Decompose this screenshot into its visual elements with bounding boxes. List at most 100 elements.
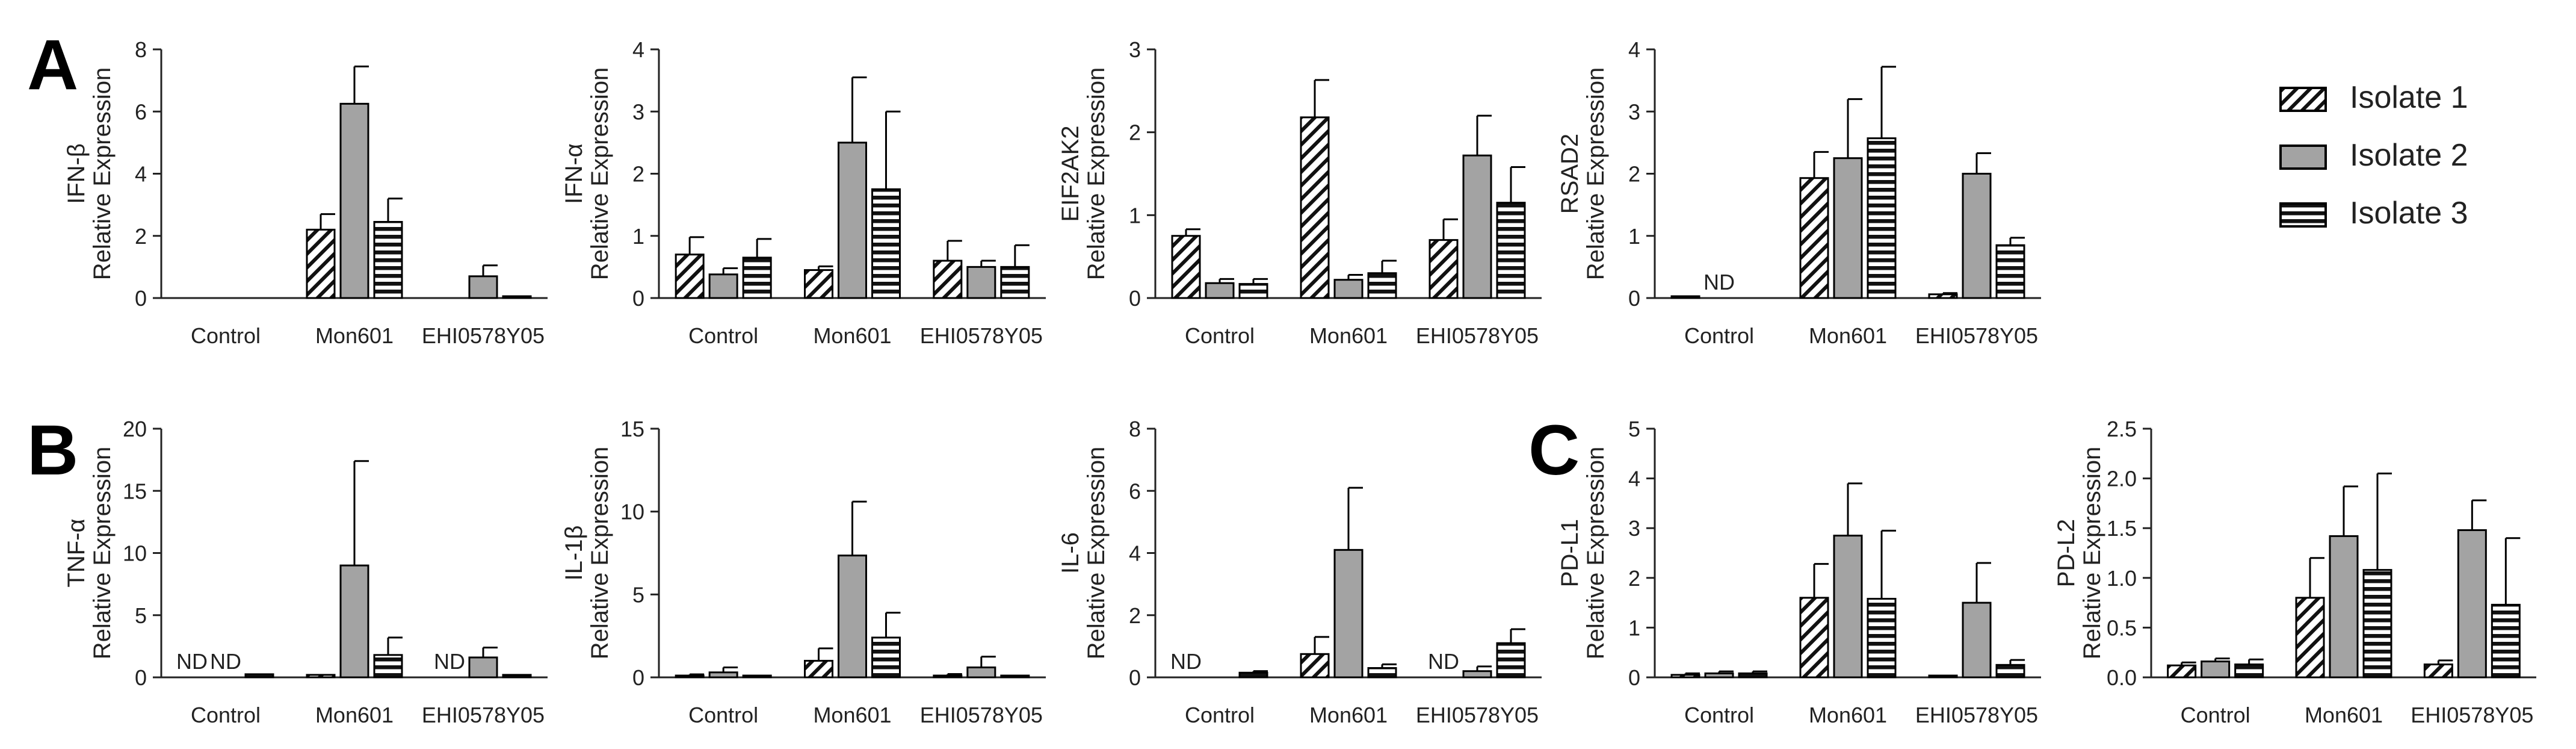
bar-ifna-isolate-2-1: [838, 141, 867, 299]
bar-ifna-isolate-1-2: [933, 260, 963, 299]
bar-tnfa-isolate-2-2: [468, 656, 498, 679]
bar-il1b-isolate-2-0: [708, 671, 738, 679]
bar-rsad2-isolate-2-2: [1962, 173, 1992, 299]
bar-il6-isolate-2-2: [1462, 670, 1492, 679]
x-tick-label: Control: [1684, 703, 1754, 727]
bar-ifnb-isolate-3-1: [373, 221, 403, 299]
chart-il1b: 0 5 10 15 IL-1β Relative Expression Control Mon…: [561, 417, 1046, 727]
bar-pdl1-isolate-1-0: [1670, 674, 1700, 679]
bar-tnfa-isolate-2-1: [339, 564, 369, 679]
y-axis-label-bottom: Relative Expression: [587, 67, 613, 281]
x-tick-label: EHI0578Y05: [2411, 703, 2533, 727]
y-tick-label: 0: [1129, 286, 1141, 311]
bar-pdl2-isolate-3-0: [2234, 664, 2264, 679]
bar-eif2ak2-isolate-1-0: [1171, 235, 1201, 299]
y-tick-label: 1: [632, 224, 644, 249]
y-tick-label: 15: [123, 479, 147, 503]
bar-il1b-isolate-2-1: [838, 555, 867, 679]
bar-pdl1-isolate-3-1: [1867, 597, 1897, 679]
bar-pdl1-isolate-1-2: [1928, 674, 1958, 679]
y-axis-label-top: PD-L1: [1557, 519, 1583, 587]
y-tick-label: 1: [1628, 224, 1640, 249]
bar-il6-isolate-3-0: [1238, 671, 1268, 679]
x-tick-label: Control: [191, 323, 261, 348]
bar-eif2ak2-isolate-2-1: [1333, 279, 1364, 299]
bar-eif2ak2-isolate-3-0: [1238, 283, 1268, 299]
y-tick-label: 2: [1628, 162, 1640, 187]
bar-eif2ak2-isolate-3-1: [1367, 272, 1397, 299]
x-tick-label: Mon601: [813, 703, 891, 727]
bar-rsad2-isolate-1-2: [1928, 293, 1958, 299]
bar-pdl2-isolate-2-1: [2329, 535, 2359, 679]
y-tick-label: 5: [135, 603, 147, 628]
bar-rsad2-isolate-1-1: [1799, 177, 1829, 299]
chart-pdl2: 0.0 0.5 1.0 1.5 2.0 2.5 PD-L2 Relative Expressi…: [2053, 417, 2536, 727]
x-tick-label: Control: [1684, 323, 1754, 348]
chart-il6: 0 2 4 6 8 IL-6 Relative Expression Control Mon60…: [1057, 417, 1542, 727]
bar-pdl2-isolate-2-2: [2457, 529, 2487, 679]
x-tick-label: EHI0578Y05: [422, 323, 545, 348]
y-tick-label: 8: [135, 37, 147, 62]
nd-annotation: ND: [210, 649, 241, 674]
bar-eif2ak2-isolate-2-2: [1462, 154, 1492, 299]
chart-ifna: 0 1 2 3 4 IFN-α Relative Expression Control Mon6…: [561, 37, 1046, 348]
bar-pdl1-isolate-2-2: [1962, 601, 1992, 679]
legend-label-isolate-1: Isolate 1: [2350, 80, 2468, 115]
bar-ifna-isolate-3-1: [871, 188, 901, 299]
y-tick-label: 1: [1628, 615, 1640, 640]
y-axis-label-bottom: Relative Expression: [1083, 67, 1110, 281]
bar-ifna-isolate-2-0: [708, 273, 738, 299]
chart-tnfa: 0 5 10 15 20 TNF-α Relative Expression Control M…: [63, 417, 548, 727]
y-tick-label: 5: [1628, 417, 1640, 441]
x-tick-label: EHI0578Y05: [1416, 703, 1539, 727]
y-tick-label: 3: [1628, 99, 1640, 124]
x-tick-label: EHI0578Y05: [422, 703, 545, 727]
y-tick-label: 1.5: [2107, 516, 2137, 541]
y-tick-label: 10: [620, 500, 644, 524]
bar-ifna-isolate-3-2: [1000, 266, 1030, 299]
legend-label-isolate-2: Isolate 2: [2350, 138, 2468, 173]
y-tick-label: 2: [135, 224, 147, 249]
bar-il6-isolate-3-1: [1367, 667, 1397, 679]
y-tick-label: 2: [632, 162, 644, 187]
y-tick-label: 5: [632, 582, 644, 607]
y-tick-label: 10: [123, 541, 147, 566]
bar-ifnb-isolate-3-2: [502, 295, 532, 299]
bar-eif2ak2-isolate-1-1: [1300, 116, 1330, 299]
bar-pdl1-isolate-1-1: [1799, 597, 1829, 679]
y-tick-label: 6: [1129, 479, 1141, 503]
bar-il1b-isolate-3-0: [742, 674, 772, 679]
panel-letter-c: C: [1528, 411, 1580, 490]
y-tick-label: 0: [632, 286, 644, 311]
panel-letter-b: B: [27, 411, 78, 490]
y-axis-label-top: IL-1β: [561, 526, 587, 581]
bar-pdl2-isolate-2-0: [2201, 660, 2231, 679]
x-tick-label: Mon601: [315, 703, 394, 727]
panel-letter-a: A: [27, 25, 78, 105]
bar-ifna-isolate-2-2: [966, 266, 996, 299]
y-axis-label-bottom: Relative Expression: [89, 67, 116, 281]
x-tick-label: Control: [1185, 703, 1255, 727]
bar-il6-isolate-2-1: [1333, 549, 1364, 679]
y-tick-label: 0.0: [2107, 665, 2137, 690]
y-axis-label-top: IL-6: [1057, 532, 1084, 574]
bar-tnfa-isolate-1-1: [306, 674, 336, 679]
y-axis-label-top: TNF-α: [63, 518, 90, 587]
y-axis-label-top: IFN-β: [63, 143, 90, 204]
bar-il6-isolate-1-1: [1300, 653, 1330, 679]
nd-annotation: ND: [176, 649, 208, 674]
x-tick-label: Mon601: [813, 323, 891, 348]
x-tick-label: Mon601: [1809, 323, 1887, 348]
y-tick-label: 8: [1129, 417, 1141, 441]
x-tick-label: EHI0578Y05: [1915, 323, 2038, 348]
bar-pdl2-isolate-1-2: [2423, 664, 2453, 679]
x-tick-label: Mon601: [315, 323, 394, 348]
x-tick-label: EHI0578Y05: [1416, 323, 1539, 348]
y-axis-label-bottom: Relative Expression: [2079, 447, 2105, 660]
chart-ifnb: 0 2 4 6 8 IFN-β Relative Expression Control Mon6…: [63, 37, 548, 348]
y-tick-label: 4: [1129, 541, 1141, 566]
bar-il6-isolate-3-2: [1496, 642, 1526, 679]
y-tick-label: 0: [135, 286, 147, 311]
x-tick-label: Mon601: [2305, 703, 2383, 727]
